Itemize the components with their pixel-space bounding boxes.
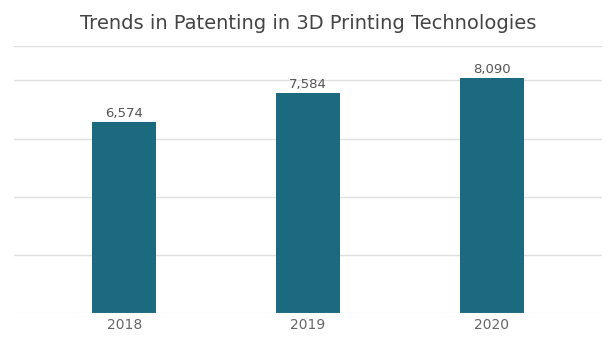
Bar [276, 93, 340, 313]
Bar [92, 122, 156, 313]
Title: Trends in Patenting in 3D Printing Technologies: Trends in Patenting in 3D Printing Techn… [80, 14, 536, 33]
Bar [460, 78, 524, 313]
Text: 6,574: 6,574 [105, 107, 143, 120]
Text: 8,090: 8,090 [473, 63, 511, 76]
Text: 7,584: 7,584 [289, 78, 327, 91]
